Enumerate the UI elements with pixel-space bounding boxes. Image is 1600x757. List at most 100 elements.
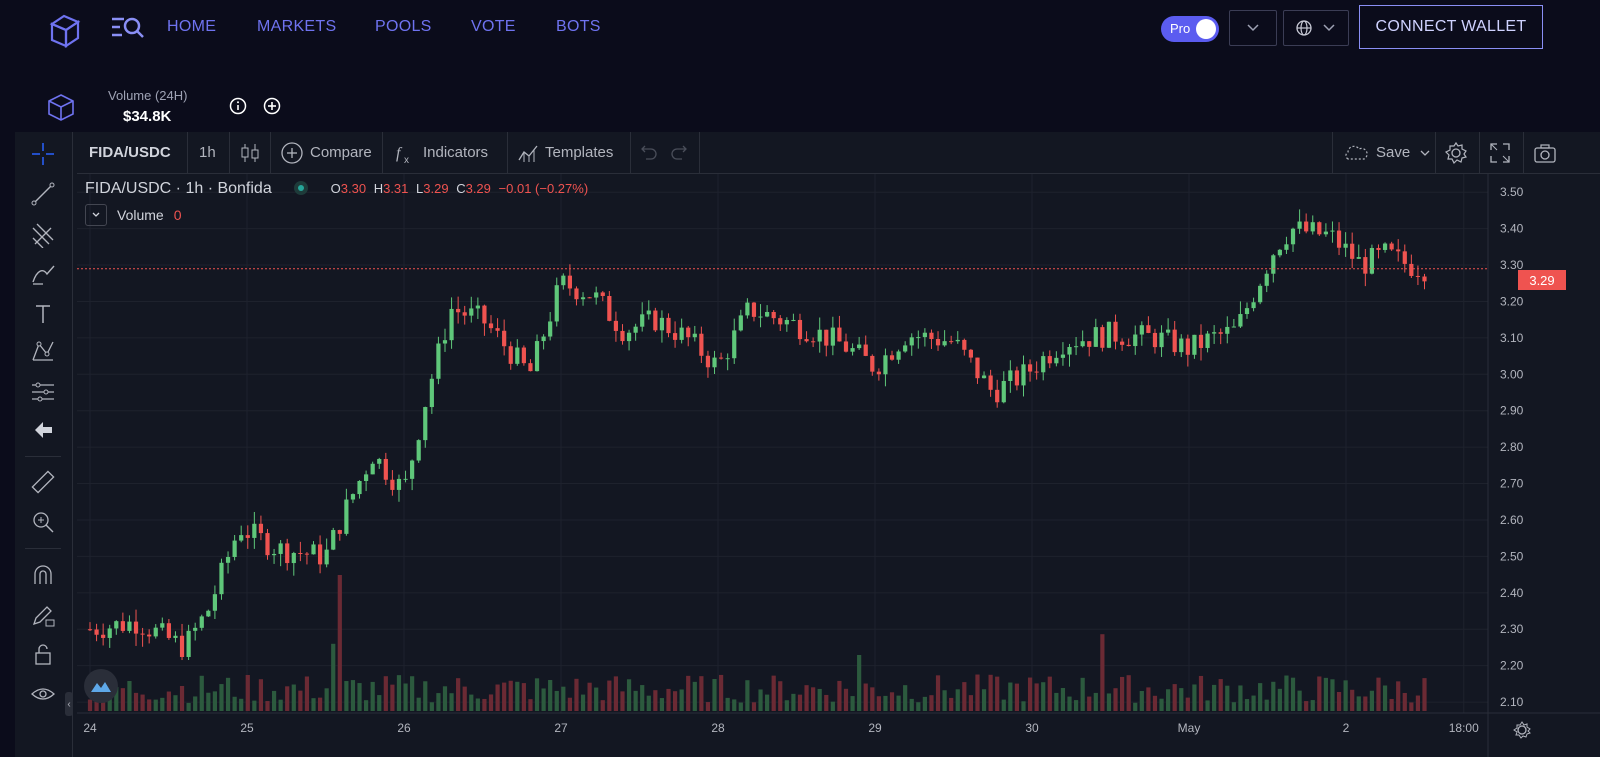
- volume-bar: [1014, 683, 1020, 711]
- chart-settings-button[interactable]: [1444, 132, 1468, 173]
- volume-bar: [567, 697, 572, 711]
- stay-in-drawing-tool[interactable]: [27, 600, 59, 632]
- volume-bar: [672, 691, 678, 711]
- volume-bar: [666, 688, 671, 711]
- hide-drawings-tool[interactable]: [27, 678, 59, 710]
- connect-wallet-button[interactable]: CONNECT WALLET: [1359, 5, 1543, 49]
- candle-body: [377, 458, 382, 464]
- time-scale-gear-icon[interactable]: [1513, 721, 1531, 739]
- volume-bar: [429, 702, 434, 711]
- candle-body: [554, 285, 559, 322]
- screenshot-button[interactable]: [1533, 132, 1557, 173]
- volume-bar: [232, 696, 237, 711]
- language-dropdown[interactable]: [1283, 10, 1349, 46]
- search-menu-icon[interactable]: [110, 14, 146, 42]
- nav-bots[interactable]: BOTS: [556, 18, 601, 35]
- network-dropdown[interactable]: [1229, 10, 1277, 46]
- candle-body: [640, 314, 645, 327]
- trend-line-tool[interactable]: [27, 178, 59, 210]
- info-icon[interactable]: [229, 97, 247, 115]
- templates-button[interactable]: Templates: [517, 132, 613, 173]
- brush-tool[interactable]: [27, 258, 59, 290]
- price-chart[interactable]: 3.50 3.40 3.30 3.20 3.10 3.00 2.90 2.80 2.70 2.60…: [77, 174, 1600, 757]
- volume-bar: [258, 679, 264, 711]
- volume-bar: [843, 688, 849, 711]
- candle-body: [699, 333, 704, 356]
- save-button[interactable]: Save: [1342, 132, 1434, 173]
- globe-icon: [1296, 20, 1335, 36]
- collapse-legend-button[interactable]: [85, 204, 107, 226]
- fullscreen-button[interactable]: [1489, 132, 1511, 173]
- crosshair-icon: [32, 143, 54, 165]
- prediction-tool[interactable]: [27, 376, 59, 408]
- volume-bar: [633, 690, 638, 711]
- candle-body: [160, 623, 165, 628]
- pro-toggle[interactable]: Pro: [1161, 16, 1219, 42]
- volume-bar: [541, 688, 546, 711]
- volume-bar: [344, 681, 349, 711]
- volume-bar: [1212, 684, 1217, 711]
- volume-bar: [475, 698, 480, 711]
- hide-toolbar-button[interactable]: [27, 414, 59, 446]
- candle-body: [896, 351, 901, 360]
- volume-bar: [311, 698, 316, 711]
- volume-bar: [1087, 696, 1092, 711]
- magnet-tool[interactable]: [27, 560, 59, 592]
- volume-bar: [403, 683, 408, 711]
- symbol-search-button[interactable]: FIDA/USDC: [89, 144, 171, 161]
- add-favorite-icon[interactable]: [263, 97, 281, 115]
- candle-body: [1277, 249, 1282, 256]
- nav-vote[interactable]: VOTE: [471, 18, 516, 35]
- candle-body: [120, 621, 125, 631]
- candle-body: [1271, 255, 1276, 274]
- collapse-toolbar-handle[interactable]: ‹: [65, 692, 73, 716]
- volume-bar: [824, 694, 829, 711]
- nav-markets[interactable]: MARKETS: [257, 18, 337, 35]
- brush-icon: [32, 265, 55, 285]
- volume-bar: [193, 696, 198, 711]
- pattern-tool[interactable]: [27, 336, 59, 368]
- chart-type-button[interactable]: [240, 132, 260, 173]
- candle-body: [1120, 341, 1125, 345]
- nav-pools[interactable]: POOLS: [375, 18, 432, 35]
- undo-button[interactable]: [640, 132, 658, 173]
- pitchfork-tool[interactable]: [27, 218, 59, 250]
- volume-bar: [784, 700, 789, 711]
- volume-bar: [640, 685, 645, 711]
- lock-drawings-tool[interactable]: [27, 638, 59, 670]
- candle-body: [1001, 381, 1006, 403]
- volume-bar: [942, 690, 947, 711]
- redo-button[interactable]: [670, 132, 688, 173]
- volume-bar: [1113, 688, 1118, 711]
- volume-bar: [1271, 681, 1276, 711]
- crosshair-tool[interactable]: [27, 138, 59, 170]
- volume-bar: [442, 686, 448, 711]
- volume-bar: [1126, 675, 1131, 711]
- volume-bar: [692, 681, 697, 711]
- long-position-icon: [32, 382, 54, 402]
- candle-body: [876, 371, 881, 375]
- compare-button[interactable]: Compare: [280, 132, 372, 173]
- pitchfork-icon: [32, 223, 54, 248]
- candle-body: [1126, 344, 1131, 347]
- measure-tool[interactable]: [27, 466, 59, 498]
- time-tick-label: 18:00: [1449, 721, 1479, 735]
- candle-body: [521, 347, 526, 364]
- volume-bar: [495, 684, 500, 711]
- tradingview-logo-button[interactable]: [84, 669, 118, 703]
- nav-home[interactable]: HOME: [167, 18, 217, 35]
- zoom-tool[interactable]: [27, 506, 59, 538]
- candle-body: [692, 333, 697, 338]
- candle-body: [1317, 222, 1322, 235]
- candle-body: [1205, 333, 1210, 348]
- candles-icon: [241, 143, 259, 162]
- candle-body: [765, 311, 770, 317]
- bonfida-logo-icon[interactable]: [44, 10, 84, 50]
- candle-body: [1396, 249, 1401, 252]
- candle-body: [1238, 314, 1243, 327]
- interval-button[interactable]: 1h: [199, 144, 216, 161]
- volume-bar: [1389, 698, 1394, 711]
- candle-body: [1369, 247, 1375, 274]
- text-tool[interactable]: [27, 298, 59, 330]
